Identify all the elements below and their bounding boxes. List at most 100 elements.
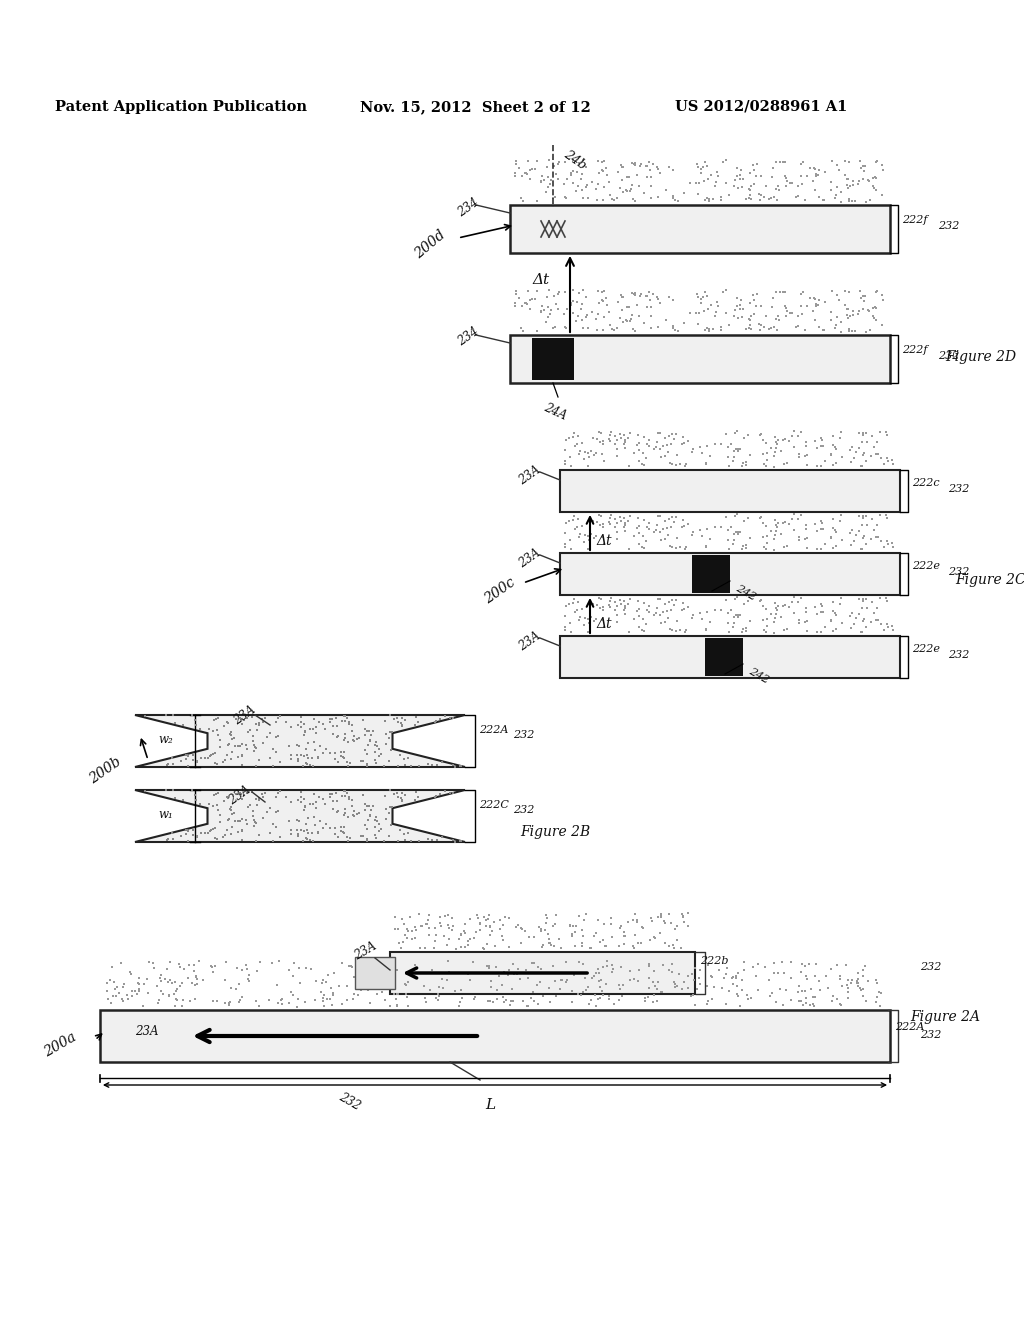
Point bbox=[484, 991, 501, 1012]
Point bbox=[726, 300, 742, 321]
Point bbox=[469, 904, 485, 925]
Point bbox=[127, 979, 143, 1001]
Point bbox=[505, 953, 521, 974]
Point bbox=[156, 983, 172, 1005]
Text: 232: 232 bbox=[920, 962, 941, 972]
Point bbox=[615, 921, 632, 942]
Point bbox=[740, 309, 757, 330]
Point bbox=[738, 318, 755, 339]
Point bbox=[460, 931, 476, 952]
Point bbox=[727, 506, 743, 527]
Point bbox=[718, 302, 734, 323]
Point bbox=[779, 453, 796, 474]
Point bbox=[728, 605, 744, 626]
Point bbox=[806, 288, 822, 309]
Point bbox=[344, 789, 360, 810]
Point bbox=[618, 310, 635, 331]
Point bbox=[675, 510, 691, 531]
Point bbox=[847, 321, 863, 342]
Point bbox=[592, 432, 608, 453]
Point bbox=[341, 711, 357, 733]
Point bbox=[428, 924, 444, 945]
Point bbox=[296, 800, 312, 821]
Point bbox=[563, 294, 580, 315]
Point bbox=[862, 529, 879, 550]
Point bbox=[514, 296, 530, 317]
Point bbox=[310, 748, 327, 770]
Point bbox=[766, 510, 782, 531]
Point bbox=[680, 430, 696, 451]
Point bbox=[602, 507, 618, 528]
Point bbox=[543, 169, 559, 190]
Point bbox=[617, 515, 634, 536]
Point bbox=[257, 708, 273, 729]
Point bbox=[678, 620, 694, 642]
Point bbox=[728, 438, 744, 459]
Point bbox=[617, 512, 634, 533]
Point bbox=[348, 729, 365, 750]
Point bbox=[855, 978, 871, 999]
Point bbox=[188, 826, 205, 847]
Point bbox=[131, 979, 147, 1001]
Point bbox=[721, 539, 737, 560]
Point bbox=[594, 444, 610, 465]
Point bbox=[452, 995, 468, 1016]
Point bbox=[344, 956, 360, 977]
Point bbox=[840, 168, 856, 189]
Point bbox=[383, 953, 399, 974]
Point bbox=[583, 606, 599, 627]
Point bbox=[428, 785, 444, 807]
Point bbox=[858, 506, 874, 527]
Point bbox=[766, 315, 782, 337]
Point bbox=[763, 520, 779, 541]
Text: 23A: 23A bbox=[517, 463, 544, 487]
Point bbox=[608, 521, 625, 543]
Text: 232: 232 bbox=[948, 484, 970, 494]
Point bbox=[221, 994, 238, 1015]
Point bbox=[793, 587, 809, 609]
Point bbox=[497, 991, 513, 1012]
Point bbox=[376, 755, 392, 776]
Point bbox=[337, 705, 353, 726]
Point bbox=[500, 965, 516, 986]
Point bbox=[195, 970, 211, 991]
Point bbox=[298, 957, 314, 978]
Point bbox=[356, 739, 373, 760]
Point bbox=[180, 755, 197, 776]
Point bbox=[629, 912, 645, 933]
Point bbox=[703, 989, 720, 1010]
Point bbox=[369, 735, 385, 756]
Point bbox=[855, 445, 871, 466]
Point bbox=[221, 723, 238, 744]
Point bbox=[547, 913, 563, 935]
Point bbox=[658, 434, 675, 455]
Point bbox=[856, 161, 872, 182]
Point bbox=[98, 972, 115, 993]
Point bbox=[734, 455, 751, 477]
Point bbox=[642, 317, 658, 338]
Point bbox=[758, 598, 774, 619]
Point bbox=[871, 421, 888, 442]
Point bbox=[758, 515, 774, 536]
Point bbox=[810, 317, 826, 338]
Point bbox=[833, 191, 849, 213]
Point bbox=[815, 602, 831, 623]
Point bbox=[283, 791, 299, 812]
Point bbox=[435, 977, 452, 998]
Point bbox=[689, 313, 706, 334]
Point bbox=[725, 450, 741, 471]
Point bbox=[648, 515, 665, 536]
Point bbox=[567, 921, 584, 942]
Point bbox=[187, 714, 204, 735]
Point bbox=[617, 432, 634, 453]
Point bbox=[811, 290, 827, 312]
Point bbox=[684, 524, 700, 545]
Point bbox=[659, 607, 676, 628]
Point bbox=[574, 516, 591, 537]
Point bbox=[729, 524, 745, 545]
Point bbox=[534, 937, 550, 958]
Point bbox=[470, 908, 486, 929]
Point bbox=[440, 917, 457, 939]
Point bbox=[433, 916, 450, 937]
Point bbox=[756, 186, 772, 207]
